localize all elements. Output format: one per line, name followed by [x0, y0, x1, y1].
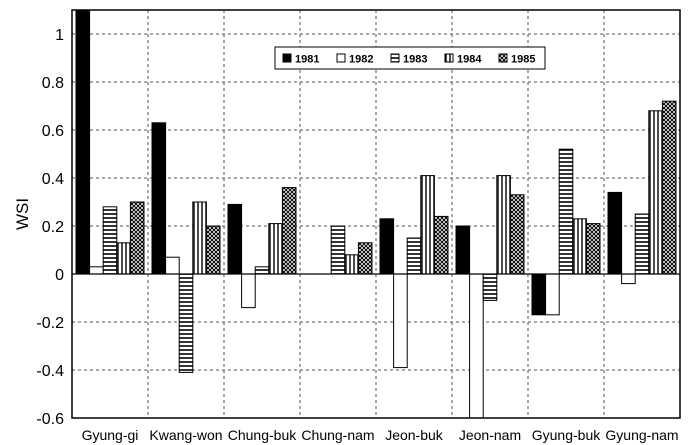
bar-1984-jeon-buk	[420, 175, 435, 275]
x-tick-label: Gyung-gi	[82, 427, 139, 443]
legend-swatch-1981	[282, 53, 292, 63]
bar-1983-gyung-nam	[634, 213, 650, 275]
y-tick-label: 0.6	[42, 123, 64, 140]
bar-1982-gyung-gi	[89, 266, 104, 275]
y-tick-label: 0.4	[42, 171, 64, 188]
bar-1981-chung-buk	[227, 203, 243, 275]
x-tick-label: Gyung-nam	[605, 427, 678, 443]
bar-1985-gyung-buk	[585, 223, 601, 275]
x-tick-label: Kwang-won	[149, 427, 222, 443]
bar-1982-jeon-nam	[469, 273, 484, 419]
bar-1984-chung-buk	[268, 223, 283, 275]
bar-1985-jeon-nam	[509, 194, 525, 275]
bar-1982-chung-buk	[241, 273, 256, 309]
y-tick-label: 0	[55, 267, 64, 284]
bar-1983-jeon-buk	[406, 237, 422, 275]
y-tick-label: -0.4	[36, 363, 64, 380]
y-tick-label: 0.2	[42, 219, 64, 236]
bar-1985-jeon-buk	[433, 215, 449, 275]
bar-1985-gyung-gi	[129, 201, 145, 275]
y-tick-label: 1	[55, 27, 64, 44]
legend-swatch-1984	[444, 53, 454, 63]
bar-1984-gyung-nam	[648, 110, 663, 275]
bar-1983-gyung-gi	[102, 206, 118, 275]
x-tick-label: Jeon-nam	[459, 427, 521, 443]
bar-1982-jeon-buk	[393, 273, 408, 369]
y-tick-label: -0.6	[36, 411, 64, 428]
bar-1982-kwang-won	[165, 256, 180, 275]
bar-1983-chung-nam	[330, 225, 346, 275]
x-tick-label: Jeon-buk	[385, 427, 444, 443]
y-tick-label: -0.2	[36, 315, 64, 332]
bar-1983-gyung-buk	[558, 148, 574, 275]
bar-1985-gyung-nam	[661, 100, 677, 275]
legend-swatch-1985	[498, 53, 508, 63]
x-tick-label: Chung-buk	[228, 427, 297, 443]
bar-1985-chung-nam	[357, 242, 373, 275]
y-axis-label: WSI	[13, 198, 32, 230]
bar-1984-chung-nam	[344, 254, 359, 275]
bar-1984-jeon-nam	[496, 175, 511, 275]
bar-1983-chung-buk	[254, 266, 270, 275]
bar-1982-gyung-nam	[621, 273, 636, 285]
y-tick-label: 0.8	[42, 75, 64, 92]
x-tick-label: Gyung-buk	[532, 427, 601, 443]
legend-label: 1984	[457, 54, 482, 66]
bar-1984-kwang-won	[192, 201, 207, 275]
bar-1984-gyung-gi	[116, 242, 131, 275]
bar-1985-kwang-won	[205, 225, 221, 275]
legend-label: 1982	[349, 54, 373, 66]
legend: 1981 1982 1983 1984 1985	[274, 46, 546, 70]
bar-1984-gyung-buk	[572, 218, 587, 275]
legend-swatch-1983	[390, 53, 400, 63]
bar-1981-jeon-buk	[379, 218, 395, 275]
legend-label: 1985	[511, 54, 535, 66]
legend-box	[274, 46, 546, 70]
legend-label: 1981	[295, 54, 319, 66]
bar-1985-chung-buk	[281, 187, 297, 275]
bar-1981-gyung-gi	[75, 9, 91, 275]
bar-1981-gyung-nam	[607, 191, 623, 275]
bar-1983-jeon-nam	[482, 273, 498, 301]
bar-1981-kwang-won	[151, 122, 167, 275]
bars-layer	[75, 9, 677, 419]
plot-frame	[71, 9, 681, 419]
bar-1981-jeon-nam	[455, 225, 471, 275]
bar-1981-gyung-buk	[531, 273, 547, 316]
legend-swatch-1982	[336, 53, 346, 63]
axes-layer	[71, 9, 681, 419]
bar-1982-gyung-buk	[545, 273, 560, 316]
x-tick-label: Chung-nam	[301, 427, 374, 443]
bar-1983-kwang-won	[178, 273, 194, 373]
legend-label: 1983	[403, 54, 427, 66]
labels-layer: -0.6 -0.4 -0.2 0 0.2 0.4 0.6 0.8 1 Gyung-gi Kwang-…	[13, 27, 679, 443]
